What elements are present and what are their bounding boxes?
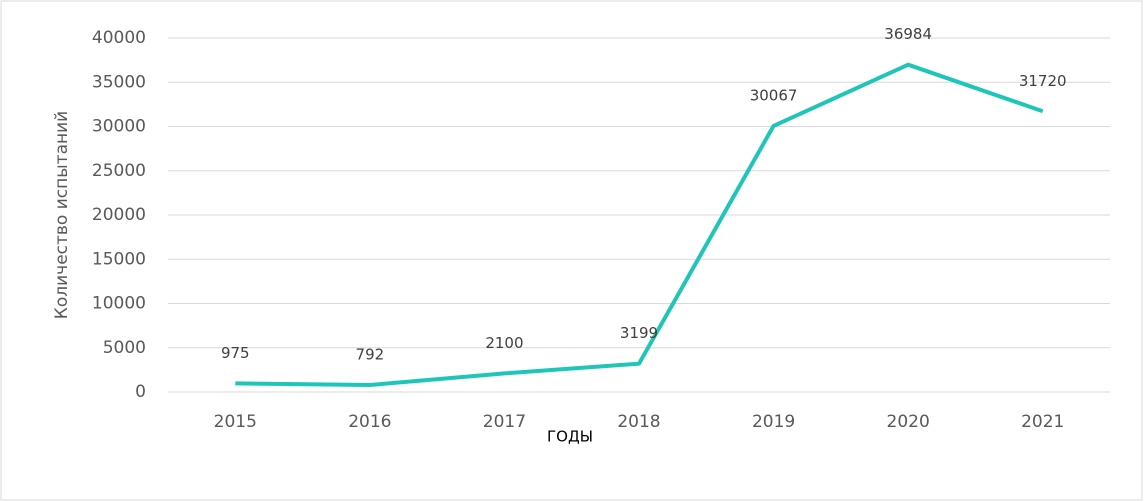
y-tick-label: 35000 xyxy=(92,72,146,92)
x-axis-label: ГОДЫ xyxy=(547,428,593,446)
y-axis-label: Количество испытаний xyxy=(52,111,72,319)
x-tick-label: 2016 xyxy=(348,412,391,432)
data-label: 792 xyxy=(356,345,385,363)
y-tick-label: 20000 xyxy=(92,205,146,225)
data-label: 975 xyxy=(221,344,250,362)
y-tick-label: 30000 xyxy=(92,117,146,137)
x-tick-label: 2019 xyxy=(752,412,795,432)
data-label: 30067 xyxy=(750,86,798,104)
y-tick-label: 10000 xyxy=(92,294,146,314)
line xyxy=(235,62,1044,387)
data-label: 2100 xyxy=(485,334,523,352)
data-label: 36984 xyxy=(884,25,932,43)
y-tick-label: 5000 xyxy=(103,338,146,358)
y-tick-label: 25000 xyxy=(92,161,146,181)
y-tick-label: 40000 xyxy=(92,28,146,48)
x-tick-label: 2018 xyxy=(617,412,660,432)
y-tick-label: 0 xyxy=(135,382,146,402)
x-tick-label: 2017 xyxy=(483,412,526,432)
x-tick-label: 2020 xyxy=(887,412,930,432)
y-tick-label: 15000 xyxy=(92,249,146,269)
x-tick-label: 2015 xyxy=(214,412,257,432)
data-label: 31720 xyxy=(1019,72,1067,90)
data-label: 3199 xyxy=(620,324,658,342)
x-tick-label: 2021 xyxy=(1021,412,1064,432)
